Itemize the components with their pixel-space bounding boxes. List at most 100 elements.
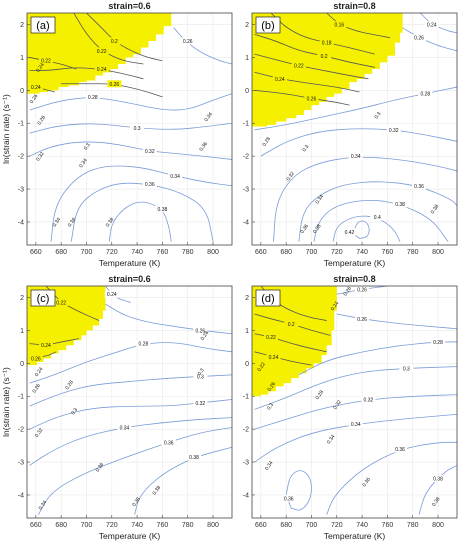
y-tick-label: -2 bbox=[243, 154, 249, 161]
contour-label-bg bbox=[319, 39, 334, 47]
contour-label-bg bbox=[161, 438, 176, 446]
contour-line-0_22 bbox=[254, 333, 327, 353]
contour-line-0_36 bbox=[285, 470, 312, 511]
contour-label: 0.26 bbox=[109, 82, 119, 88]
contour-label-bg bbox=[168, 172, 183, 180]
y-tick-label: -3 bbox=[243, 460, 249, 467]
contour-line-0_38 bbox=[418, 464, 457, 515]
contour-label: 0.24 bbox=[269, 355, 279, 361]
contour-line-0_38 bbox=[108, 201, 172, 242]
contour-label: 0.38 bbox=[158, 207, 168, 213]
contour-label: 0.22 bbox=[294, 64, 304, 70]
y-tick-label: 2 bbox=[245, 295, 249, 302]
contour-label: 0.26 bbox=[342, 286, 353, 298]
contour-label-bg bbox=[412, 34, 427, 42]
contour-label-bg bbox=[412, 182, 427, 190]
contour-label: 0.26 bbox=[31, 356, 41, 362]
x-tick-label: 700 bbox=[81, 522, 93, 529]
panel-tag: (b) bbox=[261, 20, 274, 32]
plot-content: 0.20.220.220.240.240.260.260.280.30.320.… bbox=[27, 13, 232, 242]
panel-tag: (c) bbox=[37, 293, 50, 305]
plot-frame bbox=[251, 12, 458, 246]
contour-label: 0.36 bbox=[164, 440, 174, 446]
contour-label: 0.38 bbox=[105, 217, 116, 229]
x-tick-label: 680 bbox=[55, 249, 67, 256]
contour-label: 0.26 bbox=[267, 381, 278, 393]
y-tick-label: -3 bbox=[18, 460, 24, 467]
contour-label: 0.34 bbox=[78, 157, 89, 169]
contour-label: 0.36 bbox=[414, 184, 424, 190]
contour-label: 0.26 bbox=[29, 93, 40, 105]
contour-label: 0.26 bbox=[195, 328, 205, 334]
contour-line-0_26 bbox=[173, 27, 232, 65]
x-tick-label: 760 bbox=[157, 249, 169, 256]
contour-label: 0.28 bbox=[88, 95, 98, 101]
contour-label: 0.3 bbox=[197, 374, 204, 380]
contour-label: 0.36 bbox=[284, 496, 294, 502]
contour-label-bg bbox=[38, 57, 53, 65]
panel-a: 0.20.220.220.240.240.260.260.280.30.320.… bbox=[1, 1, 233, 268]
y-tick-label: -2 bbox=[18, 427, 24, 434]
contour-label: 0.38 bbox=[433, 477, 443, 483]
contour-label-bg bbox=[193, 372, 208, 380]
contour-label: 0.22 bbox=[97, 49, 107, 55]
contour-label: 0.34 bbox=[170, 174, 180, 180]
x-tick-label: 800 bbox=[432, 522, 444, 529]
contour-line-0_34 bbox=[273, 156, 457, 242]
contour-label: 0.3 bbox=[302, 144, 311, 153]
panel-tag: (d) bbox=[261, 293, 274, 305]
contour-line-0_26 bbox=[336, 313, 457, 330]
contour-line-0_26 bbox=[336, 286, 388, 295]
contour-label-bg bbox=[107, 80, 122, 88]
y-tick-label: -2 bbox=[18, 154, 24, 161]
contour-line-0_42 bbox=[352, 220, 370, 239]
contour-label-bg bbox=[193, 399, 208, 407]
contour-label: 0.32 bbox=[286, 171, 297, 183]
contour-label-bg bbox=[342, 228, 357, 236]
x-tick-label: 780 bbox=[407, 249, 419, 256]
contour-label: 0.22 bbox=[266, 335, 276, 341]
x-tick-label: 680 bbox=[55, 522, 67, 529]
contour-line-0_2 bbox=[254, 34, 375, 68]
y-tick-label: -1 bbox=[243, 394, 249, 401]
contour-line-0_4 bbox=[332, 215, 401, 242]
contour-label: 0.22 bbox=[41, 59, 51, 65]
contour-label: 0.34 bbox=[38, 500, 49, 512]
panel-title: strain=0.6 bbox=[108, 274, 150, 284]
contour-line-0_32 bbox=[29, 141, 232, 160]
contour-label: 0.38 bbox=[395, 202, 405, 208]
contour-label-bg bbox=[136, 340, 151, 348]
x-axis-label: Temperature (K) bbox=[324, 258, 386, 268]
x-tick-label: 800 bbox=[207, 249, 219, 256]
contour-label: 0.36 bbox=[198, 141, 209, 153]
x-tick-label: 660 bbox=[255, 522, 267, 529]
contour-label: 0.36 bbox=[395, 447, 405, 453]
x-axis-label: Temperature (K) bbox=[99, 258, 161, 268]
contour-label: 0.24 bbox=[34, 366, 45, 378]
contour-label: 0.24 bbox=[330, 300, 341, 312]
contour-label-bg bbox=[28, 83, 43, 91]
contour-line-0_32 bbox=[254, 394, 457, 430]
contour-line-0_3 bbox=[29, 374, 232, 407]
contour-line-0_2 bbox=[254, 313, 331, 336]
contour-label-bg bbox=[431, 475, 446, 483]
contour-label: 0.34 bbox=[351, 154, 361, 160]
contour-label-bg bbox=[386, 126, 401, 134]
contour-label: 0.32 bbox=[389, 128, 399, 134]
contour-label: 0.32 bbox=[195, 401, 205, 407]
plot-frame bbox=[26, 12, 233, 246]
contour-label-bg bbox=[424, 21, 439, 29]
contour-label: 0.24 bbox=[35, 62, 46, 74]
contour-label: 0.24 bbox=[107, 292, 117, 298]
contour-label: 0.42 bbox=[345, 230, 355, 236]
y-tick-label: -1 bbox=[243, 121, 249, 128]
contour-line-0_28 bbox=[29, 342, 232, 384]
contour-label-bg bbox=[284, 320, 299, 328]
contour-label: 0.3 bbox=[134, 126, 141, 132]
contour-label: 0.3 bbox=[374, 111, 383, 120]
contour-label-bg bbox=[332, 21, 347, 29]
contour-label: 0.32 bbox=[364, 398, 374, 404]
contour-label-bg bbox=[94, 47, 109, 55]
contour-label: 0.26 bbox=[357, 287, 367, 293]
contour-label: 0.3 bbox=[70, 407, 79, 416]
